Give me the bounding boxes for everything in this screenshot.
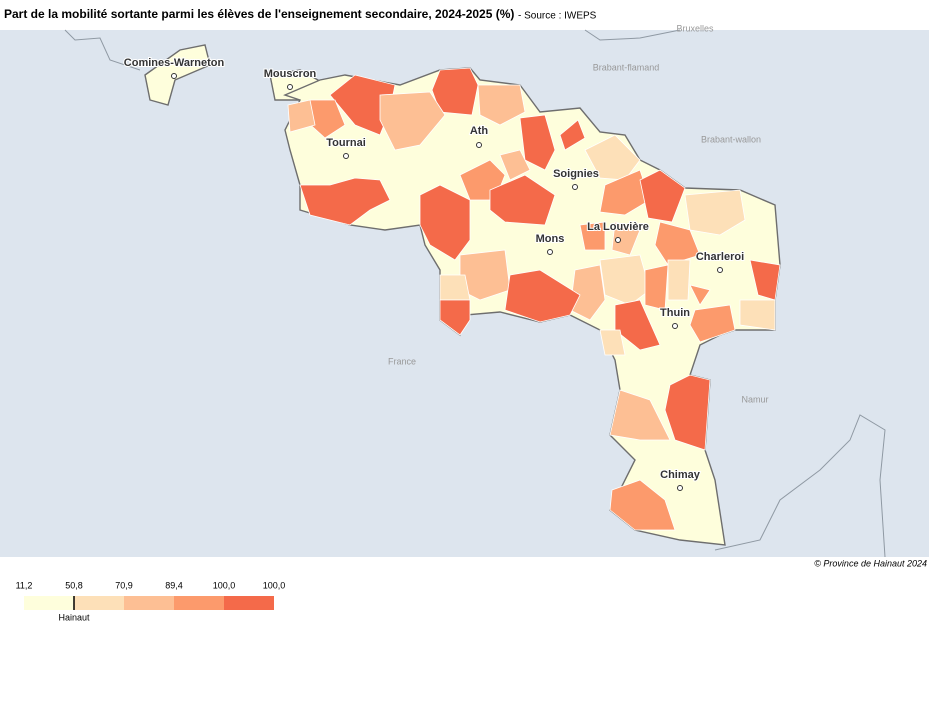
legend-break-label: 70,9 [115,580,133,590]
city-label: Thuin [660,307,690,319]
city-label: Mons [536,233,565,245]
legend-break-label: 100,0 [213,580,236,590]
region-label: Brabant-wallon [701,134,761,144]
legend-break-label: 50,8 [65,580,83,590]
city-label: Tournai [326,137,366,149]
city-label: Chimay [660,469,701,481]
source: - Source : IWEPS [518,11,597,22]
legend-swatch [74,596,124,610]
city-label: Soignies [553,168,599,180]
legend-break-label: 11,2 [16,580,33,590]
legend-break-label: 100,0 [263,580,286,590]
legend-swatch [124,596,174,610]
legend-reference-label: Hainaut [58,612,90,622]
region-label: Brabant-flamand [593,62,660,72]
communes [287,67,781,531]
region-label: France [388,356,416,366]
city-label: Mouscron [264,68,317,80]
city-label: Ath [470,125,489,137]
region-label: Namur [741,394,768,404]
city-label: La Louvière [587,221,649,233]
copyright: © Province de Hainaut 2024 [814,558,927,568]
city-label: Charleroi [696,251,744,263]
city-markers [171,73,723,491]
legend-break-label: 89,4 [165,580,183,590]
title: Part de la mobilité sortante parmi les é… [4,7,514,21]
legend-swatch [224,596,274,610]
city-label: Comines-Warneton [124,57,225,69]
legend-swatch [174,596,224,610]
legend: 11,2 50,8 70,9 89,4 100,0 100,0 Hainaut [16,580,286,622]
region-label: Bruxelles [676,23,714,33]
legend-swatch [24,596,74,610]
borders [64,29,886,558]
